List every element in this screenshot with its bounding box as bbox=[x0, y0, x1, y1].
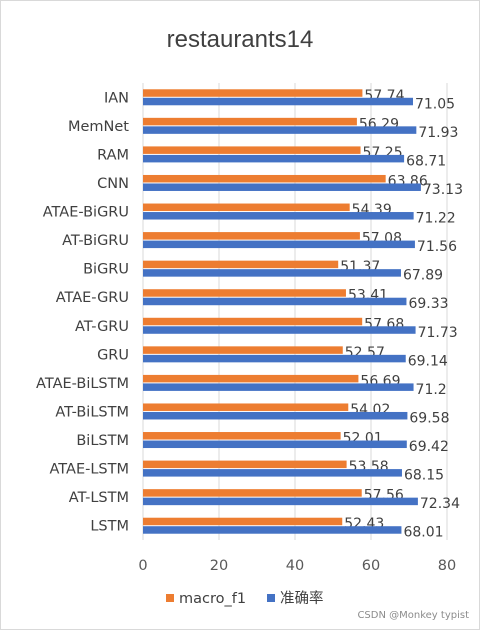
bar bbox=[143, 289, 346, 297]
bar bbox=[143, 374, 359, 383]
bar bbox=[143, 117, 357, 126]
bar bbox=[143, 383, 414, 391]
category-label: AT-BiLSTM bbox=[55, 404, 129, 420]
data-label: 71.56 bbox=[417, 239, 457, 255]
bar bbox=[143, 260, 339, 269]
data-label: 67.89 bbox=[403, 268, 443, 284]
category-label: BiLSTM bbox=[76, 433, 129, 449]
bar bbox=[143, 269, 401, 277]
category-label: RAM bbox=[97, 147, 129, 163]
x-tick-label: 60 bbox=[362, 558, 380, 574]
category-label: AT-LSTM bbox=[69, 490, 129, 506]
category-label: MemNet bbox=[68, 119, 129, 135]
legend-label: 准确率 bbox=[280, 590, 324, 607]
data-label: 68.15 bbox=[404, 468, 444, 484]
legend: macro_f1 准确率 bbox=[166, 590, 324, 607]
bar bbox=[143, 346, 343, 354]
category-label: BiGRU bbox=[83, 262, 129, 278]
x-tick-label: 80 bbox=[438, 558, 456, 574]
chart-title: restaurants14 bbox=[167, 26, 314, 53]
bar bbox=[143, 203, 350, 212]
bar bbox=[143, 297, 407, 306]
x-tick-label: 40 bbox=[286, 558, 304, 574]
data-label: 71.73 bbox=[418, 325, 458, 341]
category-label: ATAE-BiLSTM bbox=[36, 376, 129, 392]
bar bbox=[143, 440, 407, 449]
category-label: ATAE-GRU bbox=[56, 290, 129, 306]
data-label: 73.13 bbox=[423, 182, 463, 198]
category-label: ATAE-BiGRU bbox=[43, 205, 129, 221]
category-label: GRU bbox=[97, 347, 129, 363]
bar bbox=[143, 174, 386, 183]
data-label: 69.14 bbox=[408, 353, 448, 369]
data-label: 71.93 bbox=[418, 125, 458, 141]
legend-swatch bbox=[267, 594, 275, 602]
bar bbox=[143, 469, 402, 477]
bar bbox=[143, 326, 416, 334]
bar bbox=[143, 183, 421, 191]
bar bbox=[143, 460, 347, 469]
data-label: 68.01 bbox=[403, 525, 443, 541]
bar bbox=[143, 240, 415, 249]
category-labels: IAN MemNet RAM CNN ATAE-BiGRU AT-BiGRU BiGRU AT… bbox=[36, 90, 129, 534]
bar bbox=[143, 403, 349, 411]
bar bbox=[143, 489, 362, 497]
bar bbox=[143, 212, 414, 220]
bar bbox=[143, 411, 408, 420]
legend-swatch bbox=[166, 594, 174, 602]
data-label: 71.05 bbox=[415, 96, 455, 112]
data-label: 68.71 bbox=[406, 153, 446, 169]
bar bbox=[143, 97, 413, 106]
bar bbox=[143, 146, 361, 154]
bar bbox=[143, 317, 363, 326]
data-label: 71.22 bbox=[416, 211, 456, 227]
category-label: CNN bbox=[97, 176, 129, 192]
bar bbox=[143, 232, 360, 240]
bar bbox=[143, 126, 417, 134]
category-label: ATAE-LSTM bbox=[50, 462, 130, 478]
watermark-text: CSDN @Monkey typist bbox=[357, 610, 469, 621]
data-label: 72.34 bbox=[420, 496, 460, 512]
bar bbox=[143, 354, 406, 363]
bar bbox=[143, 432, 341, 440]
legend-label: macro_f1 bbox=[179, 591, 246, 607]
category-label: IAN bbox=[104, 90, 129, 106]
bar bbox=[143, 497, 418, 506]
bar bbox=[143, 517, 343, 526]
bar bbox=[143, 526, 402, 534]
data-label: 69.58 bbox=[409, 410, 449, 426]
data-label: 71.2 bbox=[416, 382, 447, 398]
data-label: 69.42 bbox=[409, 439, 449, 455]
bar bbox=[143, 89, 363, 97]
bar bbox=[143, 154, 405, 163]
category-label: AT-BiGRU bbox=[62, 233, 129, 249]
category-label: LSTM bbox=[90, 519, 129, 535]
data-label: 69.33 bbox=[408, 296, 448, 312]
x-axis-ticks: 0 20 40 60 80 bbox=[138, 558, 456, 574]
x-tick-label: 20 bbox=[210, 558, 228, 574]
x-tick-label: 0 bbox=[138, 558, 147, 574]
bars: 57.7471.0556.2971.9357.2568.7163.8673.13… bbox=[143, 88, 463, 541]
category-label: AT-GRU bbox=[75, 319, 129, 335]
